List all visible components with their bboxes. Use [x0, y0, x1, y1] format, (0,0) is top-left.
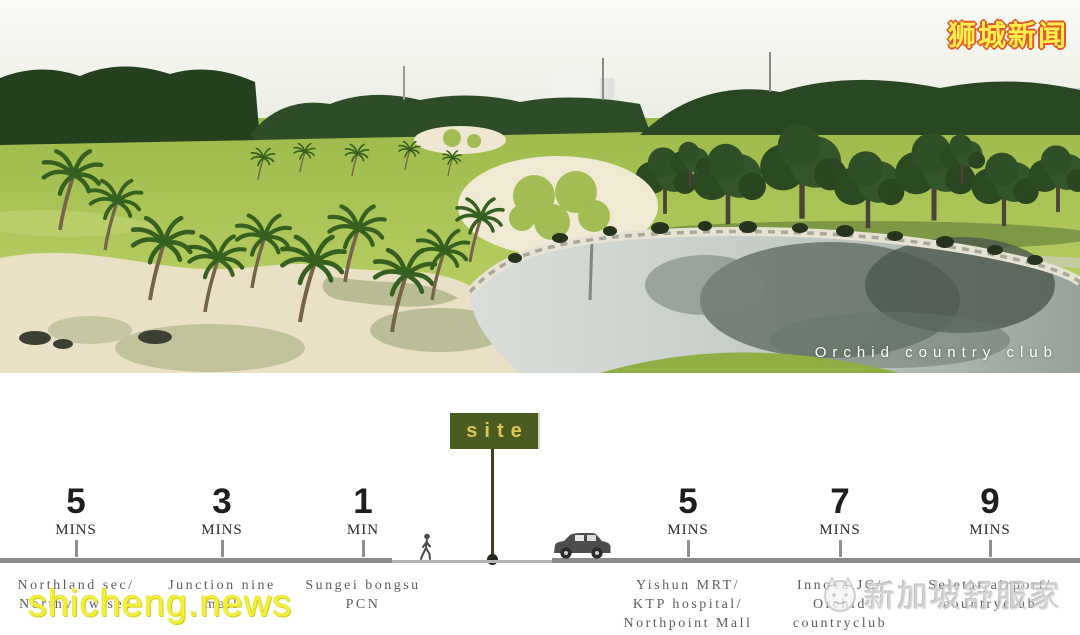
- timeline-stop-junction-nine: 3 MINS Junction nine mall: [122, 484, 322, 614]
- stop-minutes-value: 9: [980, 482, 1000, 521]
- stop-destination-line: Northview sec: [19, 597, 133, 612]
- watermark-shicheng: shicheng.news: [28, 583, 293, 625]
- news-badge: 狮城新闻: [947, 20, 1068, 51]
- site-marker-dot: [487, 554, 498, 565]
- timeline-stop-sungei-bongsu: 1 MIN Sungei bongsu PCN: [263, 484, 463, 614]
- timeline-line-center: [392, 560, 552, 563]
- walking-person-icon: [420, 533, 431, 560]
- car-icon: [554, 533, 611, 559]
- timeline-tick: [74, 540, 78, 557]
- timeline-tick: [220, 540, 224, 557]
- stop-destination-line: Yishun MRT/: [635, 578, 741, 593]
- stop-destination-line: Northpoint Mall: [623, 616, 753, 631]
- stop-minutes-unit: MINS: [201, 522, 243, 538]
- stop-destination-line: mall: [204, 597, 240, 612]
- stop-minutes-value: 1: [353, 482, 373, 521]
- timeline-line-right: [552, 558, 1080, 563]
- timeline-tick: [361, 540, 365, 557]
- stop-minutes-unit: MINS: [819, 522, 861, 538]
- stop-destination-line: Junction nine: [168, 578, 276, 593]
- stop-minutes-value: 7: [830, 482, 850, 521]
- stop-minutes-unit: MINS: [969, 522, 1011, 538]
- golf-course-photo-art: [0, 0, 1080, 373]
- stop-minutes-unit: MIN: [346, 522, 380, 538]
- treeline: [0, 52, 1080, 145]
- stop-destination-line: countryclub: [792, 616, 888, 631]
- stop-minutes-unit: MINS: [667, 522, 709, 538]
- watermark-mascot-icon: [824, 575, 856, 612]
- watermark-right-text: 新加坡舒服家: [864, 579, 1062, 614]
- stop-minutes-value: 5: [66, 482, 86, 521]
- stop-destination-line: KTP hospital/: [632, 597, 744, 612]
- stop-destination-line: Seletar airport/: [928, 578, 1052, 593]
- stop-destination-line: Northland sec/: [17, 578, 135, 593]
- stop-minutes-value: 5: [678, 482, 698, 521]
- site-marker-label: site: [466, 419, 529, 442]
- stop-minutes-unit: MINS: [55, 522, 97, 538]
- pond: [466, 221, 1080, 373]
- site-marker-sign: site: [450, 413, 540, 449]
- site-marker-pole: [491, 449, 494, 559]
- stop-minutes-value: 3: [212, 482, 232, 521]
- stop-destination-line: Sungei bongsu: [305, 578, 421, 593]
- timeline-tick: [686, 540, 690, 557]
- stop-destination-line: PCN: [345, 597, 381, 612]
- timeline-line-left: [0, 558, 392, 563]
- golf-course-photo: Orchid country club 狮城新闻: [0, 0, 1080, 373]
- timeline-tick: [838, 540, 842, 557]
- timeline-stop-yishun-mrt: 5 MINS Yishun MRT/ KTP hospital/ Northpo…: [588, 484, 788, 633]
- watermark-right: 新加坡舒服家: [820, 571, 1062, 616]
- timeline-stop-northland: 5 MINS Northland sec/ Northview sec: [0, 484, 176, 614]
- timeline-tick: [988, 540, 992, 557]
- photo-caption: Orchid country club: [814, 344, 1058, 361]
- timeline-stop-seletar: 9 MINS Seletar airport/ countryclub: [890, 484, 1080, 614]
- stop-destination-line: countryclub: [942, 597, 1038, 612]
- travel-time-timeline: site 5 MINS Northland sec/ Nor: [0, 373, 1080, 635]
